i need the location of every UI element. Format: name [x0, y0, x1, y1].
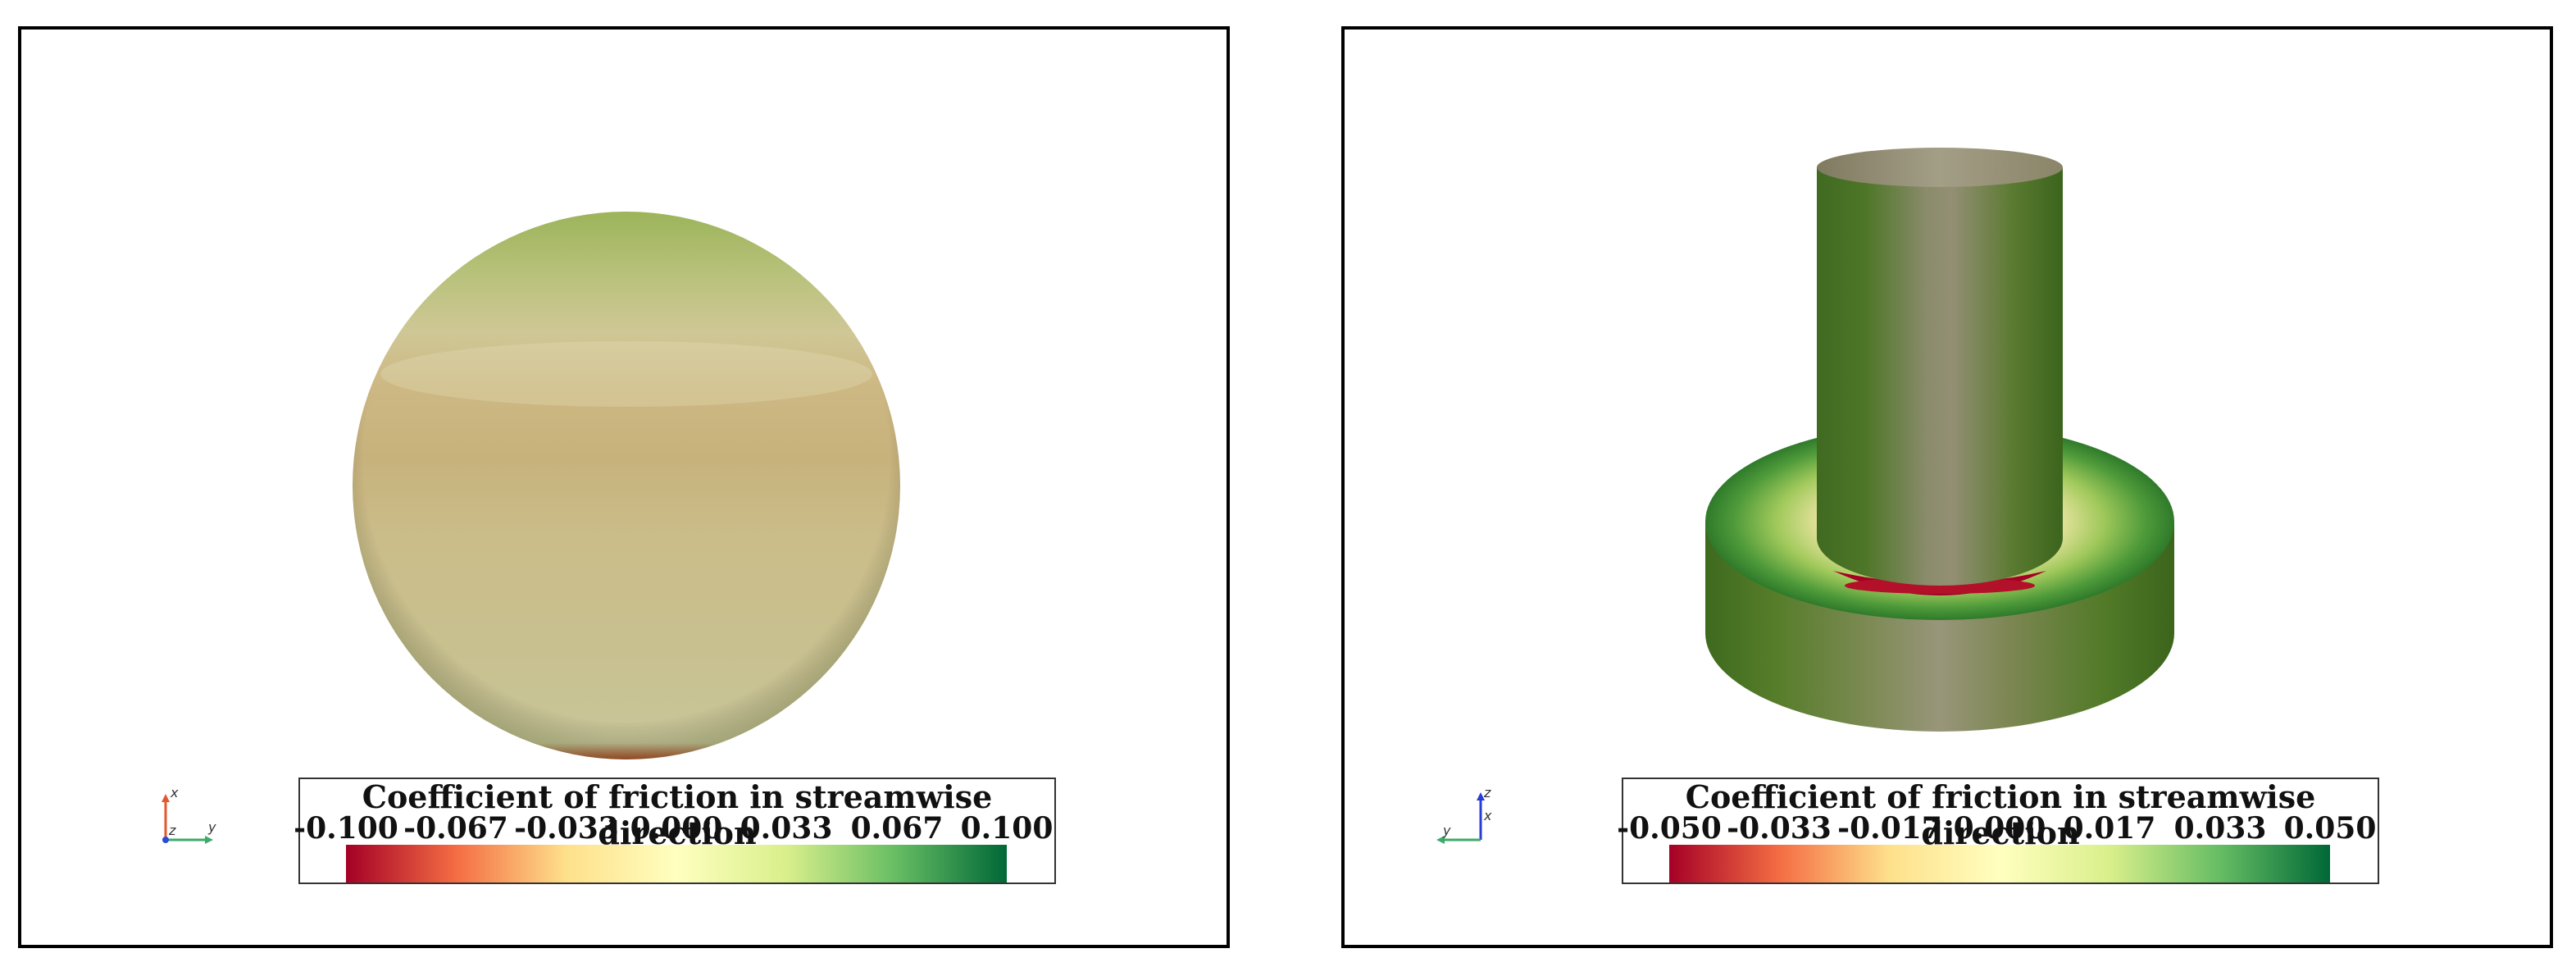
orientation-axes-icon: z x y — [1436, 785, 1492, 844]
axis-label-z: z — [1483, 785, 1491, 800]
cylinder-render — [1705, 148, 2174, 732]
orientation-axes-icon: x z y — [162, 785, 216, 844]
axis-label-y: y — [207, 819, 216, 835]
colorbar-ticks: -0.100 -0.067 -0.033 0.000 0.033 0.067 0… — [294, 810, 1054, 846]
colorbar-tick: 0.000 — [1953, 811, 2046, 846]
cylinder-render-panel: z x y Coefficient of friction in streamw… — [1341, 26, 2553, 948]
colorbar-tick: 0.033 — [740, 811, 833, 846]
axis-label-x: x — [1483, 808, 1492, 823]
axis-label-y: y — [1442, 823, 1451, 838]
cylinder-column-side — [1817, 167, 2063, 586]
colorbar-tick: -0.067 — [403, 811, 508, 846]
colorbar-tick: -0.050 — [1617, 811, 1722, 846]
colorbar-tick: 0.033 — [2173, 811, 2267, 846]
colorbar-legend: Coefficient of friction in streamwise di… — [294, 778, 1056, 884]
orientation-axes: x z y — [149, 784, 223, 858]
colorbar-tick: -0.100 — [294, 811, 398, 846]
axis-label-z: z — [168, 823, 176, 838]
colorbar-tick: -0.033 — [514, 811, 619, 846]
orientation-axes: z x y — [1431, 784, 1505, 858]
sphere-rim-shade — [353, 212, 900, 759]
colorbar-tick: 0.100 — [960, 811, 1054, 846]
colorbar-tick: -0.033 — [1727, 811, 1832, 846]
sphere-highlight — [380, 341, 872, 407]
colorbar-tick: 0.050 — [2283, 811, 2377, 846]
colorbar-tick: 0.000 — [630, 811, 723, 846]
axis-label-x: x — [170, 785, 179, 800]
colorbar-gradient — [346, 845, 1007, 883]
colorbar-tick: -0.017 — [1837, 811, 1942, 846]
colorbar-ticks: -0.050 -0.033 -0.017 0.000 0.017 0.033 0… — [1617, 810, 2378, 846]
colorbar-legend: Coefficient of friction in streamwise di… — [1617, 778, 2379, 884]
colorbar-tick: 0.067 — [850, 811, 944, 846]
cylinder-column-top — [1817, 148, 2063, 187]
colorbar-tick: 0.017 — [2063, 811, 2156, 846]
sphere-render-panel: x z y Coefficient of friction in streamw… — [18, 26, 1230, 948]
colorbar-gradient — [1669, 845, 2330, 883]
sphere-render — [353, 212, 900, 759]
